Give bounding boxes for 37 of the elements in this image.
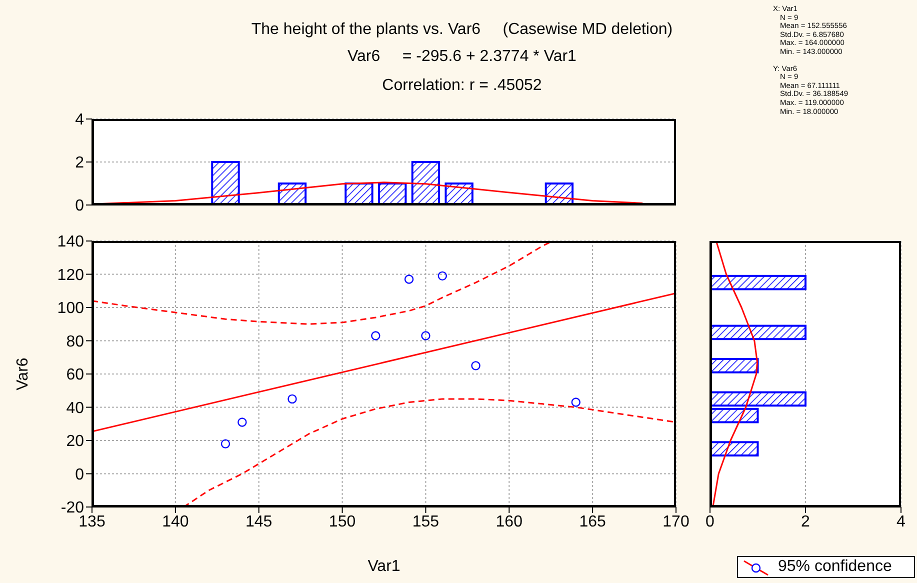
y-tick-label: 0 — [75, 198, 84, 215]
x-axis-title: Var1 — [368, 558, 400, 575]
x-tick-label: 145 — [246, 513, 272, 530]
x-tick-label: 0 — [706, 513, 715, 530]
x-tick-label: 150 — [328, 513, 356, 530]
point — [404, 274, 414, 284]
y-tick-label: 80 — [66, 333, 84, 350]
y-axis-title: Var6 — [14, 358, 32, 390]
y-tick-label: 0 — [75, 466, 84, 484]
x-tick-label: 165 — [579, 513, 606, 530]
point — [371, 331, 380, 340]
y-tick-label: 100 — [57, 300, 84, 318]
text: Correlation: r = .45052 — [382, 77, 542, 94]
chart-subtitle: Var6 = -295.6 + 2.3774 * Var1 — [348, 48, 576, 65]
x-tick-label: 155 — [412, 513, 440, 530]
chart-title: The height of the plants vs. Var6 (Casewise MD deletion) — [251, 21, 673, 38]
y-tick-label: 120 — [57, 266, 84, 284]
x-tick-label: 4 — [896, 513, 906, 530]
line-series — [183, 398, 676, 507]
point — [288, 394, 297, 404]
x-tick-label: 2 — [801, 513, 810, 530]
legend-label: 95% confidence — [778, 558, 892, 576]
point — [220, 439, 230, 448]
point — [438, 271, 447, 281]
y-tick-label: 40 — [66, 400, 84, 417]
y-tick-label: 140 — [57, 234, 84, 251]
y-tick-label: 20 — [66, 433, 84, 450]
x-tick-label: 170 — [662, 513, 690, 530]
point — [471, 361, 480, 370]
point — [421, 331, 430, 340]
x-tick-label: 160 — [496, 513, 523, 530]
x-tick-label: 140 — [162, 513, 189, 530]
y-tick-label: 4 — [75, 112, 84, 129]
y-tick-label: 60 — [66, 366, 84, 384]
point — [238, 418, 247, 427]
point — [571, 398, 580, 407]
y-tick-label: 2 — [75, 154, 84, 172]
